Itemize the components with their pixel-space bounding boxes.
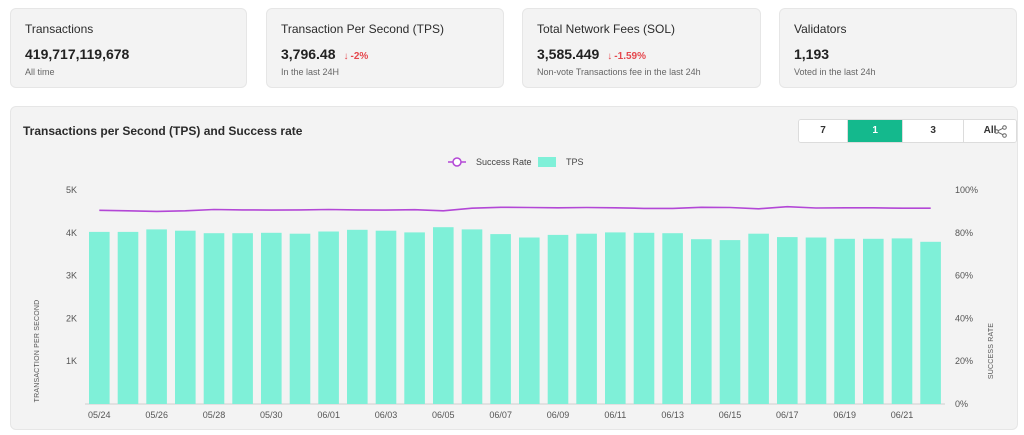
tps-bar — [834, 238, 855, 404]
y-tick-label: 4K — [66, 228, 77, 238]
tps-chart-card: Transactions per Second (TPS) and Succes… — [10, 106, 1018, 430]
legend-tps-swatch-icon — [538, 157, 556, 167]
chart-legend: Success Rate TPS — [448, 157, 584, 167]
tps-bar — [433, 227, 454, 404]
arrow-down-icon: ↓ — [343, 51, 349, 62]
tps-bar — [691, 239, 712, 404]
tps-bar — [490, 234, 511, 404]
x-tick-label: 06/05 — [432, 410, 455, 420]
tps-bar — [777, 237, 798, 404]
stat-change-value: -1.59% — [614, 51, 646, 62]
x-tick-label: 05/26 — [145, 410, 168, 420]
tps-bar — [261, 232, 282, 404]
x-tick-label: 06/21 — [891, 410, 914, 420]
tps-bar — [748, 233, 769, 404]
x-tick-label: 06/01 — [317, 410, 340, 420]
stat-title: Transactions — [25, 22, 94, 36]
tps-bar — [117, 231, 139, 404]
y2-tick-label: 60% — [955, 271, 973, 281]
y2-tick-label: 40% — [955, 313, 973, 323]
legend-success-rate-marker-icon — [452, 157, 462, 167]
y-tick-label: 2K — [66, 313, 77, 323]
y2-tick-label: 0% — [955, 399, 968, 409]
x-tick-label: 05/24 — [88, 410, 111, 420]
tps-bar — [347, 229, 368, 404]
tps-bar — [461, 229, 483, 404]
range-7-days-button[interactable]: 7 Days — [799, 120, 849, 142]
stat-title: Total Network Fees (SOL) — [537, 22, 676, 36]
tps-bar — [576, 233, 597, 404]
tps-bar — [662, 233, 683, 404]
tps-bar — [920, 241, 941, 404]
tps-bar — [289, 233, 311, 404]
tps-bar — [633, 232, 655, 404]
tps-bar — [203, 233, 225, 404]
legend-tps[interactable]: TPS — [566, 157, 584, 167]
x-tick-label: 06/19 — [833, 410, 856, 420]
stat-change: ↓ -1.59% — [607, 51, 646, 62]
x-tick-label: 05/28 — [203, 410, 226, 420]
tps-bar — [863, 238, 884, 404]
chart-title: Transactions per Second (TPS) and Succes… — [23, 124, 303, 138]
y-axis-title-right: SUCCESS RATE — [988, 323, 995, 379]
tps-bar — [89, 231, 110, 404]
range-1-month-button[interactable]: 1 Month — [848, 120, 904, 142]
stat-card-network-fees: Total Network Fees (SOL) 3,585.449 ↓ -1.5… — [522, 8, 761, 88]
arrow-down-icon: ↓ — [607, 51, 613, 62]
stat-value: 3,796.48 — [281, 46, 336, 62]
stat-subtitle: Voted in the last 24h — [794, 67, 876, 77]
y-tick-label: 1K — [66, 356, 77, 366]
tps-bar — [318, 231, 339, 404]
x-tick-label: 06/03 — [375, 410, 398, 420]
stat-title: Transaction Per Second (TPS) — [281, 22, 444, 36]
stat-subtitle: In the last 24H — [281, 67, 340, 77]
tps-bar — [375, 230, 397, 404]
stat-card-tps: Transaction Per Second (TPS) 3,796.48 ↓ -… — [266, 8, 504, 88]
tps-success-chart: Success Rate TPS TRANSACTION PER SECOND … — [34, 157, 995, 420]
stat-value: 3,585.449 — [537, 46, 600, 62]
tps-bar — [891, 238, 913, 404]
tps-bar — [605, 232, 626, 404]
time-range-selector: 7 Days 1 Month 3 Months All time — [798, 119, 1017, 143]
x-tick-label: 06/11 — [604, 410, 626, 420]
tps-bar — [547, 234, 569, 404]
y2-tick-label: 80% — [955, 228, 973, 238]
stat-card-transactions: Transactions 419,717,119,678 All time — [10, 8, 247, 88]
y-tick-label: 3K — [66, 271, 77, 281]
tps-bar — [146, 229, 167, 404]
x-tick-label: 06/17 — [776, 410, 799, 420]
x-tick-label: 06/15 — [719, 410, 742, 420]
stat-subtitle: Non-vote Transactions fee in the last 24… — [537, 67, 701, 77]
success-rate-line — [99, 205, 931, 213]
stat-title: Validators — [794, 22, 847, 36]
y-tick-label: 5K — [66, 185, 77, 195]
y2-tick-label: 20% — [955, 356, 973, 366]
stat-card-validators: Validators 1,193 Voted in the last 24h — [779, 8, 1017, 88]
x-tick-label: 06/09 — [547, 410, 570, 420]
x-tick-label: 06/07 — [489, 410, 512, 420]
tps-bar — [719, 240, 741, 404]
x-tick-label: 06/13 — [661, 410, 684, 420]
tps-bar — [404, 232, 425, 404]
share-icon[interactable] — [994, 125, 1007, 138]
y-axis-title-left: TRANSACTION PER SECOND — [34, 300, 41, 403]
legend-success-rate[interactable]: Success Rate — [476, 157, 532, 167]
stat-subtitle: All time — [25, 67, 55, 77]
range-3-months-button[interactable]: 3 Months — [903, 120, 965, 142]
stat-value: 1,193 — [794, 46, 830, 62]
x-tick-label: 05/30 — [260, 410, 283, 420]
tps-bar — [805, 237, 827, 404]
stat-change: ↓ -2% — [344, 51, 369, 62]
tps-bar — [519, 237, 540, 404]
stat-value: 419,717,119,678 — [25, 46, 130, 62]
y2-tick-label: 100% — [955, 185, 978, 195]
tps-bar — [232, 233, 253, 404]
tps-bar — [175, 230, 196, 404]
stat-change-value: -2% — [350, 51, 369, 62]
